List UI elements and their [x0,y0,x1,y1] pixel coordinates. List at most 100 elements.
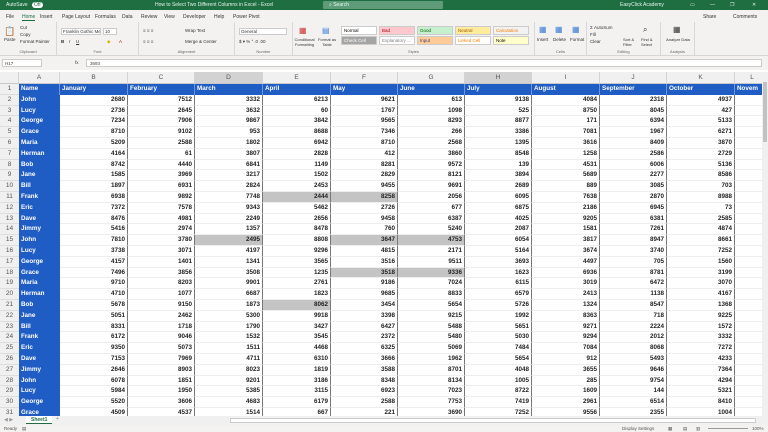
cell-style-input[interactable]: Input [417,36,453,45]
value-cell[interactable]: 5136 [667,159,735,171]
italic-button[interactable]: I [69,39,71,44]
value-cell[interactable]: 705 [600,256,667,268]
value-cell[interactable]: 9138 [465,94,532,106]
value-cell[interactable]: 2186 [532,202,600,214]
value-cell[interactable]: 1623 [465,267,532,279]
value-cell[interactable]: 4197 [195,246,263,257]
value-cell[interactable]: 7234 [60,116,128,128]
row-header-23[interactable]: 23 [0,321,19,333]
normal-view-icon[interactable]: ▦ [668,426,673,431]
value-cell[interactable]: 3332 [667,332,735,344]
value-cell[interactable]: 1005 [465,375,532,387]
value-cell[interactable]: 2012 [600,332,667,344]
row-header-30[interactable]: 30 [0,397,19,408]
value-cell[interactable]: 1718 [128,321,195,333]
value-cell[interactable]: 73 [667,202,735,214]
empty-cell[interactable] [735,408,762,416]
value-cell[interactable]: 7261 [600,224,667,236]
value-cell[interactable]: 1967 [600,127,667,138]
row-header-11[interactable]: 11 [0,192,19,203]
value-cell[interactable]: 2736 [60,105,128,117]
value-cell[interactable]: 171 [532,116,600,128]
value-cell[interactable]: 1514 [195,408,263,416]
value-cell[interactable]: 9901 [195,278,263,290]
value-cell[interactable]: 8023 [195,364,263,376]
empty-cell[interactable] [735,127,762,138]
value-cell[interactable]: 8781 [600,267,667,279]
row-header-13[interactable]: 13 [0,213,19,225]
page-break-icon[interactable]: ▥ [696,426,701,431]
value-cell[interactable]: 9296 [263,246,331,257]
tab-help[interactable]: Help [214,14,225,20]
value-cell[interactable]: 1511 [195,343,263,354]
name-cell[interactable]: Eric [19,202,60,214]
value-cell[interactable]: 9225 [667,310,735,322]
value-cell[interactable]: 5493 [600,354,667,365]
value-cell[interactable]: 4084 [532,94,600,106]
name-cell[interactable]: George [19,256,60,268]
value-cell[interactable]: 9343 [195,202,263,214]
value-cell[interactable]: 8701 [398,364,465,376]
value-cell[interactable]: 412 [331,148,398,160]
value-cell[interactable]: 8409 [600,138,667,149]
value-cell[interactable]: 4753 [398,235,465,246]
value-cell[interactable]: 3565 [263,256,331,268]
value-cell[interactable]: 4025 [465,213,532,225]
value-cell[interactable]: 2645 [128,105,195,117]
value-cell[interactable]: 8331 [60,321,128,333]
row-header-7[interactable]: 7 [0,148,19,160]
value-cell[interactable]: 8947 [600,235,667,246]
value-cell[interactable]: 703 [667,181,735,192]
value-cell[interactable]: 4815 [331,246,398,257]
row-header-9[interactable]: 9 [0,170,19,182]
empty-cell[interactable] [735,160,762,171]
empty-cell[interactable] [735,116,762,128]
cell-style-calculation[interactable]: Calculation [493,26,529,35]
value-cell[interactable]: 61 [128,148,195,160]
empty-cell[interactable] [735,138,762,149]
value-cell[interactable]: 5321 [667,386,735,398]
value-cell[interactable]: 6923 [331,386,398,398]
fx-icon[interactable]: fx [75,60,79,65]
empty-cell[interactable] [735,332,762,344]
value-cell[interactable]: 6078 [60,375,128,387]
tab-review[interactable]: Review [141,14,158,20]
value-cell[interactable]: 5030 [465,332,532,344]
value-cell[interactable]: 3199 [667,267,735,279]
row-header-2[interactable]: 2 [0,94,19,106]
value-cell[interactable]: 5051 [60,310,128,322]
column-header-C[interactable]: C [128,72,195,84]
value-cell[interactable]: 3969 [128,170,195,182]
header-cell-L[interactable]: Novem [735,84,762,95]
value-cell[interactable]: 9336 [398,267,465,279]
select-all-button[interactable] [0,72,19,84]
value-cell[interactable]: 5678 [60,300,128,311]
value-cell[interactable]: 4440 [128,159,195,171]
value-cell[interactable]: 760 [331,224,398,236]
value-cell[interactable]: 1823 [263,289,331,300]
value-cell[interactable]: 1532 [195,332,263,344]
name-cell[interactable]: Bill [19,321,60,333]
value-cell[interactable]: 9556 [532,408,600,416]
value-cell[interactable]: 1609 [532,386,600,398]
column-header-H[interactable]: H [465,72,532,84]
value-cell[interactable]: 4683 [195,397,263,408]
sheet-nav-icon[interactable]: ◀ ▶ [4,417,14,423]
name-cell[interactable]: John [19,94,60,106]
value-cell[interactable]: 9685 [331,289,398,300]
value-cell[interactable]: 285 [532,375,600,387]
search-box[interactable]: ⌕ Search [323,1,443,9]
column-header-F[interactable]: F [331,72,398,84]
value-cell[interactable]: 9572 [398,159,465,171]
value-cell[interactable]: 1235 [263,267,331,279]
header-cell-H[interactable]: July [465,84,532,95]
value-cell[interactable]: 9350 [60,343,128,354]
value-cell[interactable]: 4048 [465,364,532,376]
value-cell[interactable]: 3217 [195,170,263,182]
cell-style-neutral[interactable]: Neutral [455,26,491,35]
value-cell[interactable]: 7024 [398,278,465,290]
value-cell[interactable]: 4167 [667,289,735,300]
value-cell[interactable]: 5416 [60,224,128,236]
value-cell[interactable]: 6179 [263,397,331,408]
vertical-scrollbar[interactable] [762,72,768,416]
